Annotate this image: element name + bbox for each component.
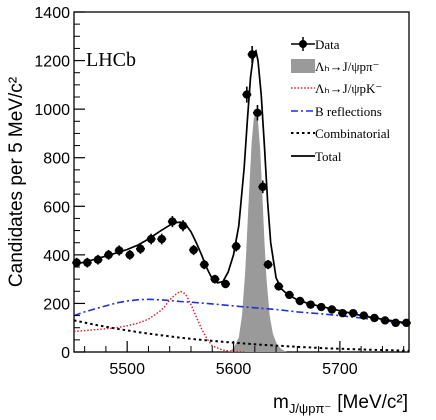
data-point xyxy=(93,254,103,265)
data-point xyxy=(258,180,268,194)
data-point xyxy=(252,105,262,121)
data-point xyxy=(167,216,177,228)
data-point xyxy=(359,311,369,320)
x-tick-label: 5500 xyxy=(109,361,145,378)
data-point xyxy=(348,308,358,318)
series-pk-line xyxy=(74,290,245,352)
series-signal-area xyxy=(228,112,287,352)
x-tick-label: 5600 xyxy=(216,361,252,378)
axis-layer: 0 200 400 600 800 1000 1200 1400 5500 5600 5700 xyxy=(34,5,405,378)
data-point xyxy=(369,313,379,323)
data-point xyxy=(316,302,326,312)
data-point xyxy=(231,241,241,252)
data-point xyxy=(295,296,305,306)
legend-label: Λₕ→J/ψpK⁻ xyxy=(315,81,382,96)
experiment-label: LHCb xyxy=(86,49,136,71)
y-tick-label: 200 xyxy=(43,296,70,313)
curve-layer xyxy=(74,49,409,352)
legend-item-total: Total xyxy=(291,149,342,164)
signal-layer xyxy=(228,112,287,352)
y-tick-label: 0 xyxy=(61,345,70,362)
y-axis-label: Candidates per 5 MeV/c² xyxy=(6,77,27,287)
y-tick-label: 1000 xyxy=(34,102,70,119)
y-tick-label: 1400 xyxy=(34,5,70,22)
legend-label: Combinatorial xyxy=(315,126,390,141)
x-axis-label-subscript: J/ψpπ⁻ xyxy=(289,401,331,416)
data-point xyxy=(380,316,390,325)
data-point xyxy=(401,318,411,328)
data-point xyxy=(135,243,145,254)
data-point xyxy=(338,308,348,318)
data-point xyxy=(114,245,124,256)
x-axis-label-unit: [MeV/c²] xyxy=(337,392,408,413)
legend-item-brefl: B reflections xyxy=(291,104,382,119)
data-point xyxy=(327,305,337,314)
legend-item-data: Data xyxy=(291,37,340,52)
data-point xyxy=(199,259,209,270)
x-axis-label: mJ/ψpπ⁻ [MeV/c²] xyxy=(273,392,408,416)
data-point xyxy=(178,220,188,232)
data-point xyxy=(72,257,82,268)
legend-label: B reflections xyxy=(315,104,382,119)
legend-item-pk: Λₕ→J/ψpK⁻ xyxy=(291,81,382,96)
data-points-layer xyxy=(72,46,411,328)
legend-label: Total xyxy=(315,149,342,164)
data-point xyxy=(221,279,231,289)
y-tick-label: 1200 xyxy=(34,54,70,71)
y-tick-label: 400 xyxy=(43,248,70,265)
series-comb-line xyxy=(74,319,409,352)
data-point xyxy=(104,250,114,260)
data-point xyxy=(210,274,220,284)
data-point xyxy=(242,86,252,103)
legend-item-signal: Λₕ→J/ψpπ⁻ xyxy=(291,59,379,74)
data-point xyxy=(274,282,284,291)
x-axis-label-main: m xyxy=(273,392,289,413)
data-point xyxy=(247,46,257,63)
legend-label: Data xyxy=(315,37,340,52)
data-point xyxy=(146,233,156,245)
series-brefl-line xyxy=(74,298,409,325)
data-point xyxy=(284,290,294,300)
y-tick-label: 800 xyxy=(43,151,70,168)
data-point xyxy=(263,259,273,270)
data-point xyxy=(189,244,199,256)
legend-item-comb: Combinatorial xyxy=(291,126,390,141)
data-point xyxy=(306,300,316,309)
y-tick-label: 600 xyxy=(43,199,70,216)
data-point xyxy=(125,250,135,260)
x-tick-label: 5700 xyxy=(322,361,358,378)
legend-label: Λₕ→J/ψpπ⁻ xyxy=(315,59,379,74)
data-point xyxy=(157,233,167,245)
data-point xyxy=(82,257,92,268)
legend: Data Λₕ→J/ψpπ⁻ Λₕ→J/ψpK⁻ B reflections Combi… xyxy=(291,37,390,164)
data-point xyxy=(391,318,401,328)
